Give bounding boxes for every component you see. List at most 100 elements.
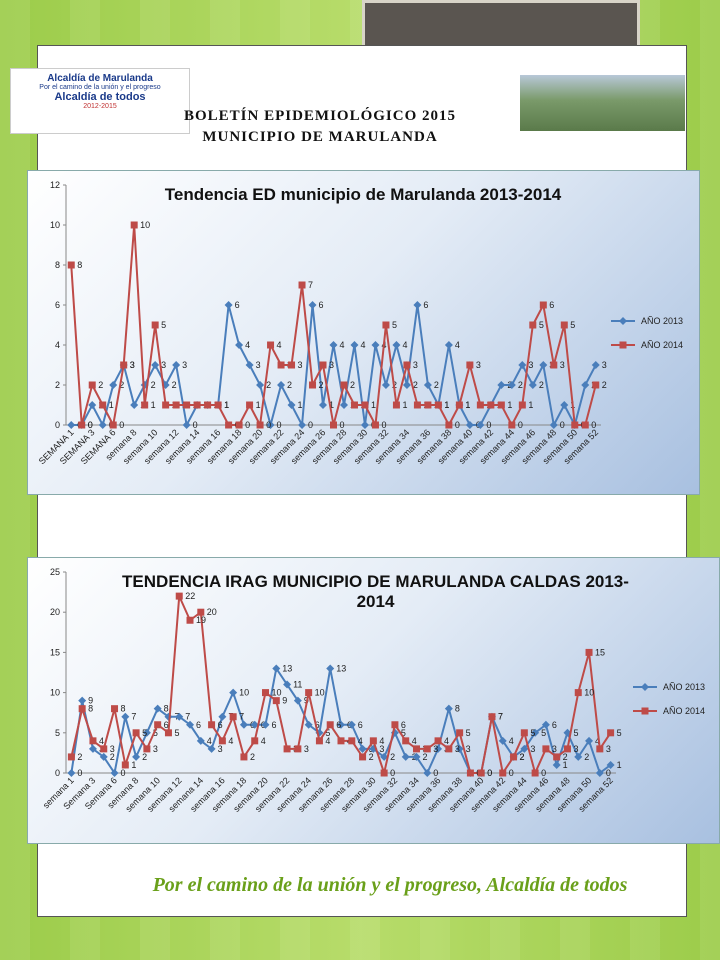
data-label: 5 bbox=[541, 728, 546, 738]
data-point bbox=[531, 728, 540, 737]
data-point bbox=[109, 421, 117, 429]
data-point bbox=[487, 401, 495, 409]
data-point bbox=[329, 341, 338, 349]
data-point bbox=[196, 736, 205, 745]
data-label: 7 bbox=[239, 712, 244, 722]
data-point bbox=[392, 341, 401, 349]
data-label: 0 bbox=[77, 768, 82, 778]
data-point bbox=[402, 737, 410, 745]
chart-title: TENDENCIA IRAG MUNICIPIO DE MARULANDA CA… bbox=[122, 572, 629, 611]
data-label: 7 bbox=[185, 712, 190, 722]
data-point bbox=[380, 752, 389, 761]
data-label: 4 bbox=[228, 736, 233, 746]
data-point bbox=[542, 745, 550, 753]
data-point bbox=[423, 381, 432, 389]
data-label: 3 bbox=[379, 744, 384, 754]
data-point bbox=[560, 401, 569, 409]
data-label: 6 bbox=[319, 300, 324, 310]
data-point bbox=[529, 321, 537, 329]
data-point bbox=[225, 421, 233, 429]
logo-name: Alcaldía de todos bbox=[54, 91, 146, 103]
data-label: 6 bbox=[358, 720, 363, 730]
data-point bbox=[283, 680, 292, 689]
data-point bbox=[240, 753, 248, 761]
data-label: 2 bbox=[413, 380, 418, 390]
legend-label: AÑO 2014 bbox=[663, 706, 705, 716]
data-point bbox=[591, 361, 600, 369]
data-label: 1 bbox=[224, 400, 229, 410]
data-label: 1 bbox=[444, 400, 449, 410]
data-label: 1 bbox=[528, 400, 533, 410]
data-point bbox=[553, 753, 561, 761]
data-point bbox=[186, 616, 194, 624]
data-point bbox=[445, 421, 453, 429]
data-label: 6 bbox=[552, 720, 557, 730]
data-label: 5 bbox=[401, 728, 406, 738]
data-point bbox=[581, 381, 590, 389]
y-tick-label: 10 bbox=[50, 688, 60, 698]
data-point bbox=[78, 421, 86, 429]
data-point bbox=[507, 381, 516, 389]
data-point bbox=[477, 769, 485, 777]
data-label: 8 bbox=[88, 704, 93, 714]
y-tick-label: 0 bbox=[55, 420, 60, 430]
data-point bbox=[508, 421, 516, 429]
data-label: 5 bbox=[539, 320, 544, 330]
data-point bbox=[120, 361, 128, 369]
data-label: 2 bbox=[518, 380, 523, 390]
data-point bbox=[348, 737, 356, 745]
data-label: 2 bbox=[602, 380, 607, 390]
data-label: 2 bbox=[563, 752, 568, 762]
data-point bbox=[510, 753, 518, 761]
data-point bbox=[382, 321, 390, 329]
data-label: 4 bbox=[379, 736, 384, 746]
data-label: 8 bbox=[77, 260, 82, 270]
data-label: 5 bbox=[617, 728, 622, 738]
y-tick-label: 8 bbox=[55, 260, 60, 270]
chart: 0 2 4 6 8 10 12 SEMANA 1 SEMANA 3 SEMANA 6 semana … bbox=[27, 170, 700, 495]
legend-marker bbox=[619, 317, 627, 325]
data-point bbox=[403, 361, 411, 369]
data-point bbox=[305, 689, 313, 697]
legend-marker bbox=[641, 707, 649, 715]
data-label: 3 bbox=[130, 360, 135, 370]
data-label: 8 bbox=[164, 704, 169, 714]
data-point bbox=[488, 713, 496, 721]
data-point bbox=[326, 664, 335, 673]
data-label: 13 bbox=[282, 663, 292, 673]
data-point bbox=[214, 401, 222, 409]
data-point bbox=[412, 745, 420, 753]
data-label: 0 bbox=[433, 768, 438, 778]
data-label: 2 bbox=[422, 752, 427, 762]
data-point bbox=[110, 769, 119, 777]
data-label: 6 bbox=[401, 720, 406, 730]
data-label: 0 bbox=[88, 420, 93, 430]
data-point bbox=[476, 421, 485, 429]
data-label: 0 bbox=[381, 420, 386, 430]
data-point bbox=[256, 381, 265, 389]
data-label: 4 bbox=[207, 736, 212, 746]
data-point bbox=[520, 744, 529, 753]
data-label: 2 bbox=[77, 752, 82, 762]
data-label: 2 bbox=[520, 752, 525, 762]
data-point bbox=[539, 301, 547, 309]
data-point bbox=[585, 736, 594, 745]
data-label: 1 bbox=[329, 400, 334, 410]
data-label: 4 bbox=[261, 736, 266, 746]
logo-years: 2012-2015 bbox=[83, 103, 117, 110]
data-point bbox=[132, 729, 140, 737]
data-point bbox=[218, 737, 226, 745]
data-point bbox=[67, 261, 75, 269]
y-tick-label: 6 bbox=[55, 300, 60, 310]
data-label: 2 bbox=[142, 752, 147, 762]
data-label: 4 bbox=[595, 736, 600, 746]
data-label: 0 bbox=[277, 420, 282, 430]
y-tick-label: 15 bbox=[50, 647, 60, 657]
data-label: 20 bbox=[207, 607, 217, 617]
data-point bbox=[67, 753, 75, 761]
data-label: 3 bbox=[256, 360, 261, 370]
data-label: 6 bbox=[549, 300, 554, 310]
data-point bbox=[256, 421, 264, 429]
y-tick-label: 20 bbox=[50, 607, 60, 617]
